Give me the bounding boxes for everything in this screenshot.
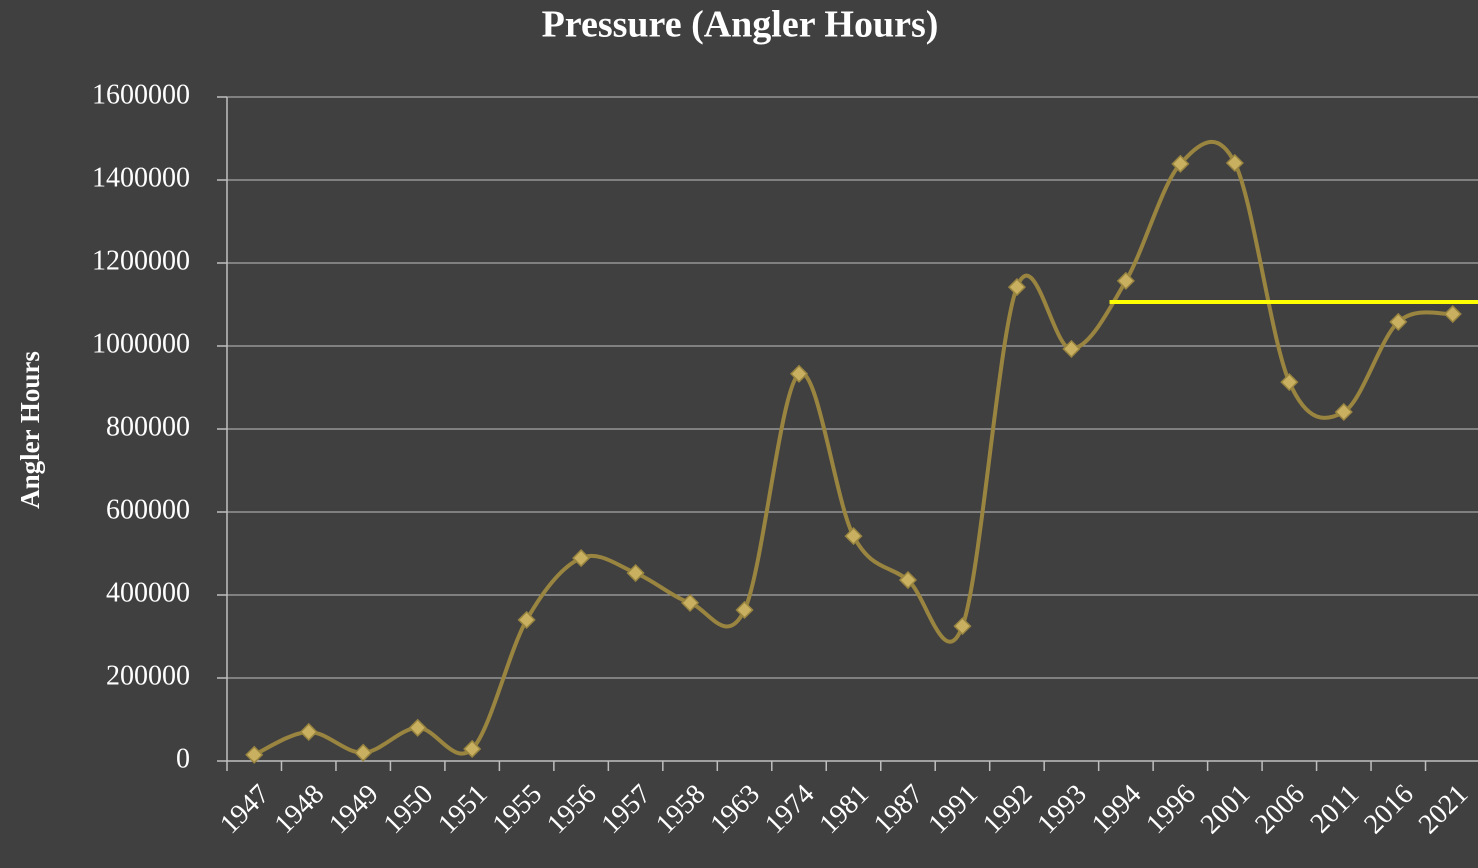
- marker: [299, 722, 318, 742]
- marker: [1334, 402, 1353, 422]
- marker: [408, 718, 427, 737]
- y-tick-label: 600000: [106, 494, 190, 525]
- marker: [245, 745, 264, 764]
- marker: [789, 364, 809, 383]
- marker: [1171, 154, 1190, 173]
- marker: [354, 743, 373, 762]
- marker: [1389, 312, 1408, 331]
- y-tick-label: 200000: [106, 660, 190, 691]
- y-tick-label: 1000000: [92, 328, 190, 359]
- marker: [517, 610, 536, 629]
- marker: [1062, 339, 1081, 358]
- marker: [572, 549, 591, 568]
- marker: [626, 563, 645, 583]
- marker: [735, 600, 754, 620]
- marker: [1280, 373, 1299, 392]
- chart-title: Pressure (Angler Hours): [542, 4, 939, 46]
- marker: [844, 527, 863, 546]
- y-tick-label: 800000: [106, 411, 190, 442]
- y-tick-label: 1200000: [92, 245, 190, 276]
- marker: [681, 593, 700, 612]
- marker: [1225, 153, 1244, 173]
- y-tick-label: 400000: [106, 577, 190, 608]
- marker: [898, 570, 918, 590]
- marker: [1443, 304, 1462, 324]
- y-tick-label: 1400000: [92, 162, 190, 193]
- marker: [1116, 271, 1135, 290]
- marker: [463, 739, 482, 759]
- marker: [1007, 278, 1026, 297]
- marker: [953, 617, 972, 636]
- series-line: [253, 139, 1454, 757]
- y-tick-label: 1600000: [92, 79, 190, 110]
- y-tick-label: 0: [176, 743, 190, 774]
- y-axis-label: Angler Hours: [15, 351, 45, 509]
